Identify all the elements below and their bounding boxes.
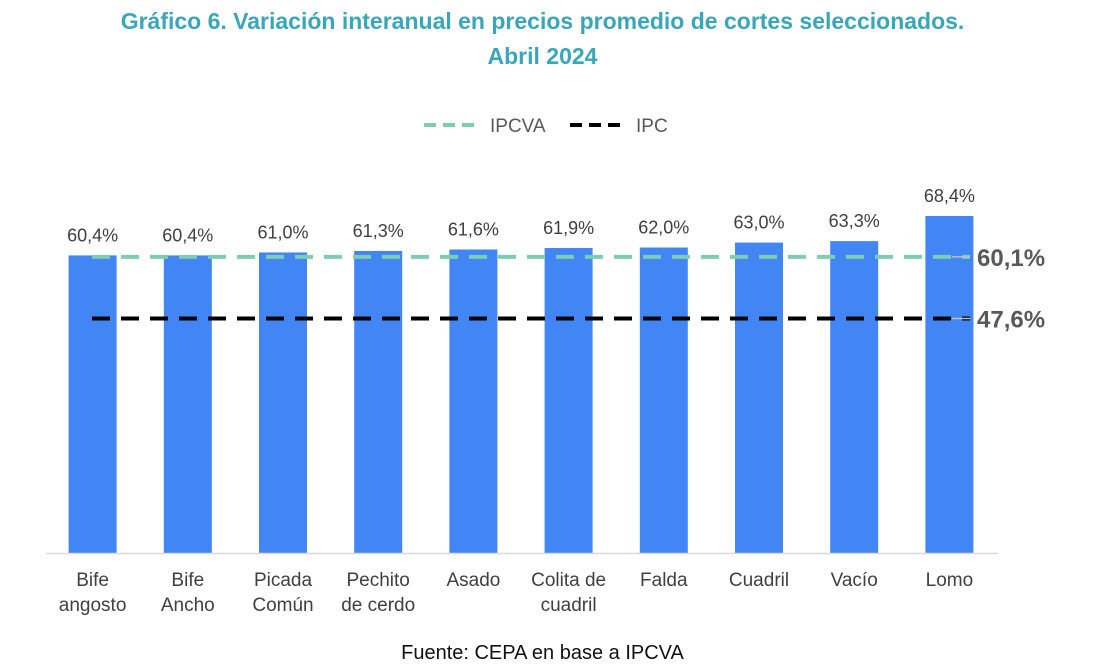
chart-title-line1: Gráfico 6. Variación interanual en preci… bbox=[120, 8, 965, 34]
bar-value-label-8: 63,3% bbox=[829, 211, 880, 231]
bar-0 bbox=[68, 255, 117, 553]
reference-label-ipcva: 60,1% bbox=[977, 245, 1045, 272]
category-label-7-0: Cuadril bbox=[729, 570, 789, 591]
category-label-8-0: Vacío bbox=[831, 570, 878, 591]
bar-5 bbox=[544, 248, 593, 554]
bar-value-label-1: 60,4% bbox=[162, 225, 213, 245]
bar-8 bbox=[830, 241, 879, 553]
bar-value-label-0: 60,4% bbox=[67, 225, 118, 245]
category-label-0-0: Bife bbox=[76, 570, 109, 591]
source-note: Fuente: CEPA en base a IPCVA bbox=[401, 642, 684, 664]
bar-value-label-5: 61,9% bbox=[543, 218, 594, 238]
category-label-3-1: de cerdo bbox=[341, 595, 415, 616]
bar-value-label-9: 68,4% bbox=[924, 186, 975, 206]
category-label-0-1: angosto bbox=[59, 595, 127, 616]
category-label-6-0: Falda bbox=[640, 570, 688, 591]
bar-value-label-3: 61,3% bbox=[353, 221, 404, 241]
category-label-3-0: Pechito bbox=[347, 570, 410, 591]
bar-1 bbox=[163, 255, 212, 553]
bar-6 bbox=[639, 247, 688, 553]
bar-2 bbox=[259, 252, 307, 554]
bar-7 bbox=[735, 242, 783, 553]
category-label-5-0: Colita de bbox=[531, 570, 606, 591]
bar-value-label-4: 61,6% bbox=[448, 220, 499, 240]
category-label-1-0: Bife bbox=[171, 570, 204, 591]
bar-3 bbox=[354, 250, 403, 553]
legend-label-ipcva: IPCVA bbox=[490, 116, 546, 137]
category-label-2-1: Común bbox=[252, 595, 313, 616]
bar-value-label-7: 63,0% bbox=[733, 213, 784, 233]
chart-title-line2: Abril 2024 bbox=[487, 43, 598, 69]
bar-9 bbox=[925, 216, 974, 553]
legend-label-ipc: IPC bbox=[636, 116, 668, 137]
category-label-2-0: Picada bbox=[254, 570, 313, 591]
reference-label-ipc: 47,6% bbox=[977, 306, 1045, 333]
category-label-4-0: Asado bbox=[446, 570, 500, 591]
chart-title: Gráfico 6. Variación interanual en preci… bbox=[0, 4, 1085, 74]
category-label-1-1: Ancho bbox=[161, 595, 215, 616]
bar-value-label-6: 62,0% bbox=[638, 218, 689, 238]
bar-value-label-2: 61,0% bbox=[257, 222, 308, 242]
category-label-5-1: cuadril bbox=[541, 595, 597, 616]
bar-4 bbox=[449, 249, 498, 553]
category-label-9-0: Lomo bbox=[926, 570, 974, 591]
